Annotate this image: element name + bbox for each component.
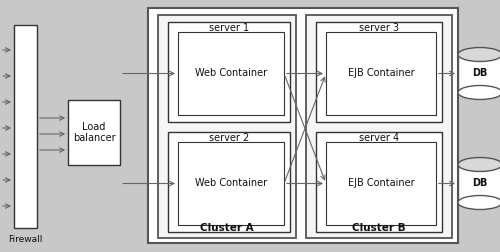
- Bar: [158, 15, 296, 238]
- Text: Load
balancer: Load balancer: [72, 122, 116, 143]
- Bar: [326, 142, 436, 225]
- Bar: [458, 54, 500, 92]
- Text: Cluster A: Cluster A: [200, 223, 254, 233]
- Ellipse shape: [458, 47, 500, 61]
- Bar: [316, 132, 442, 232]
- Text: Web Container: Web Container: [195, 178, 267, 188]
- Bar: [326, 32, 436, 115]
- Text: EJB Container: EJB Container: [348, 178, 414, 188]
- Ellipse shape: [458, 85, 500, 100]
- Text: Cluster B: Cluster B: [352, 223, 406, 233]
- Bar: [168, 132, 290, 232]
- Text: Firewall: Firewall: [8, 236, 42, 244]
- Bar: [68, 100, 120, 165]
- Text: DB: DB: [472, 178, 488, 188]
- Bar: [14, 25, 37, 228]
- Bar: [306, 15, 452, 238]
- Text: server 2: server 2: [209, 133, 249, 143]
- Bar: [148, 8, 458, 243]
- Ellipse shape: [458, 196, 500, 209]
- Text: DB: DB: [472, 69, 488, 79]
- Text: Web Container: Web Container: [195, 69, 267, 79]
- Bar: [168, 22, 290, 122]
- Bar: [316, 22, 442, 122]
- Text: server 1: server 1: [209, 23, 249, 33]
- Text: server 4: server 4: [359, 133, 399, 143]
- Bar: [178, 32, 284, 115]
- Text: EJB Container: EJB Container: [348, 69, 414, 79]
- Bar: [178, 142, 284, 225]
- Text: server 3: server 3: [359, 23, 399, 33]
- Bar: [458, 165, 500, 203]
- Ellipse shape: [458, 158, 500, 172]
